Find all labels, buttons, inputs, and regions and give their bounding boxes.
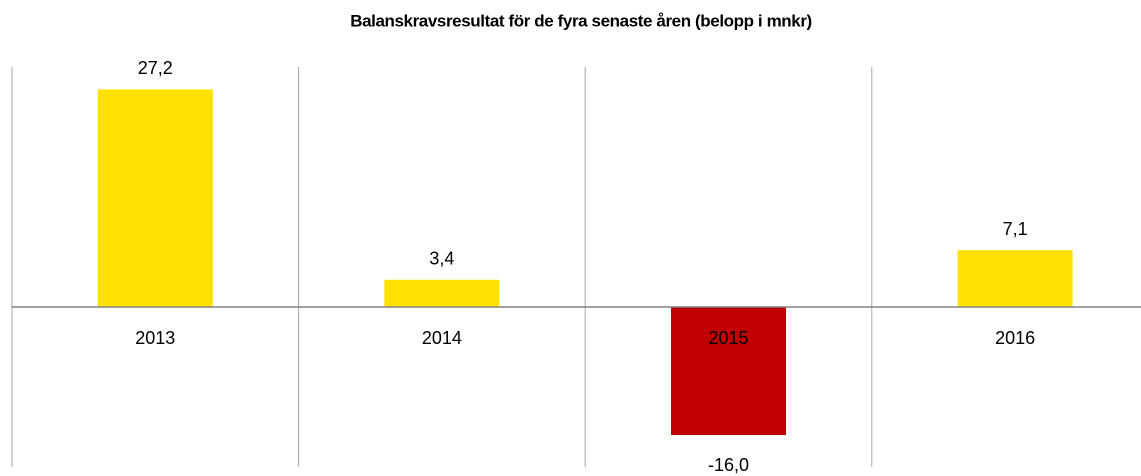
x-tick-label: 2016 [995, 328, 1035, 348]
x-tick-label: 2015 [708, 328, 748, 348]
x-tick-label: 2014 [422, 328, 462, 348]
x-tick-label: 2013 [135, 328, 175, 348]
data-label: 3,4 [429, 249, 454, 269]
data-label: 7,1 [1003, 219, 1028, 239]
data-label: 27,2 [138, 58, 173, 78]
bar [957, 250, 1073, 307]
data-label: -16,0 [708, 455, 749, 475]
bar [97, 89, 213, 308]
bar [384, 279, 500, 307]
bar [671, 307, 786, 435]
chart-title: Balanskravsresultat för de fyra senaste … [350, 11, 812, 30]
